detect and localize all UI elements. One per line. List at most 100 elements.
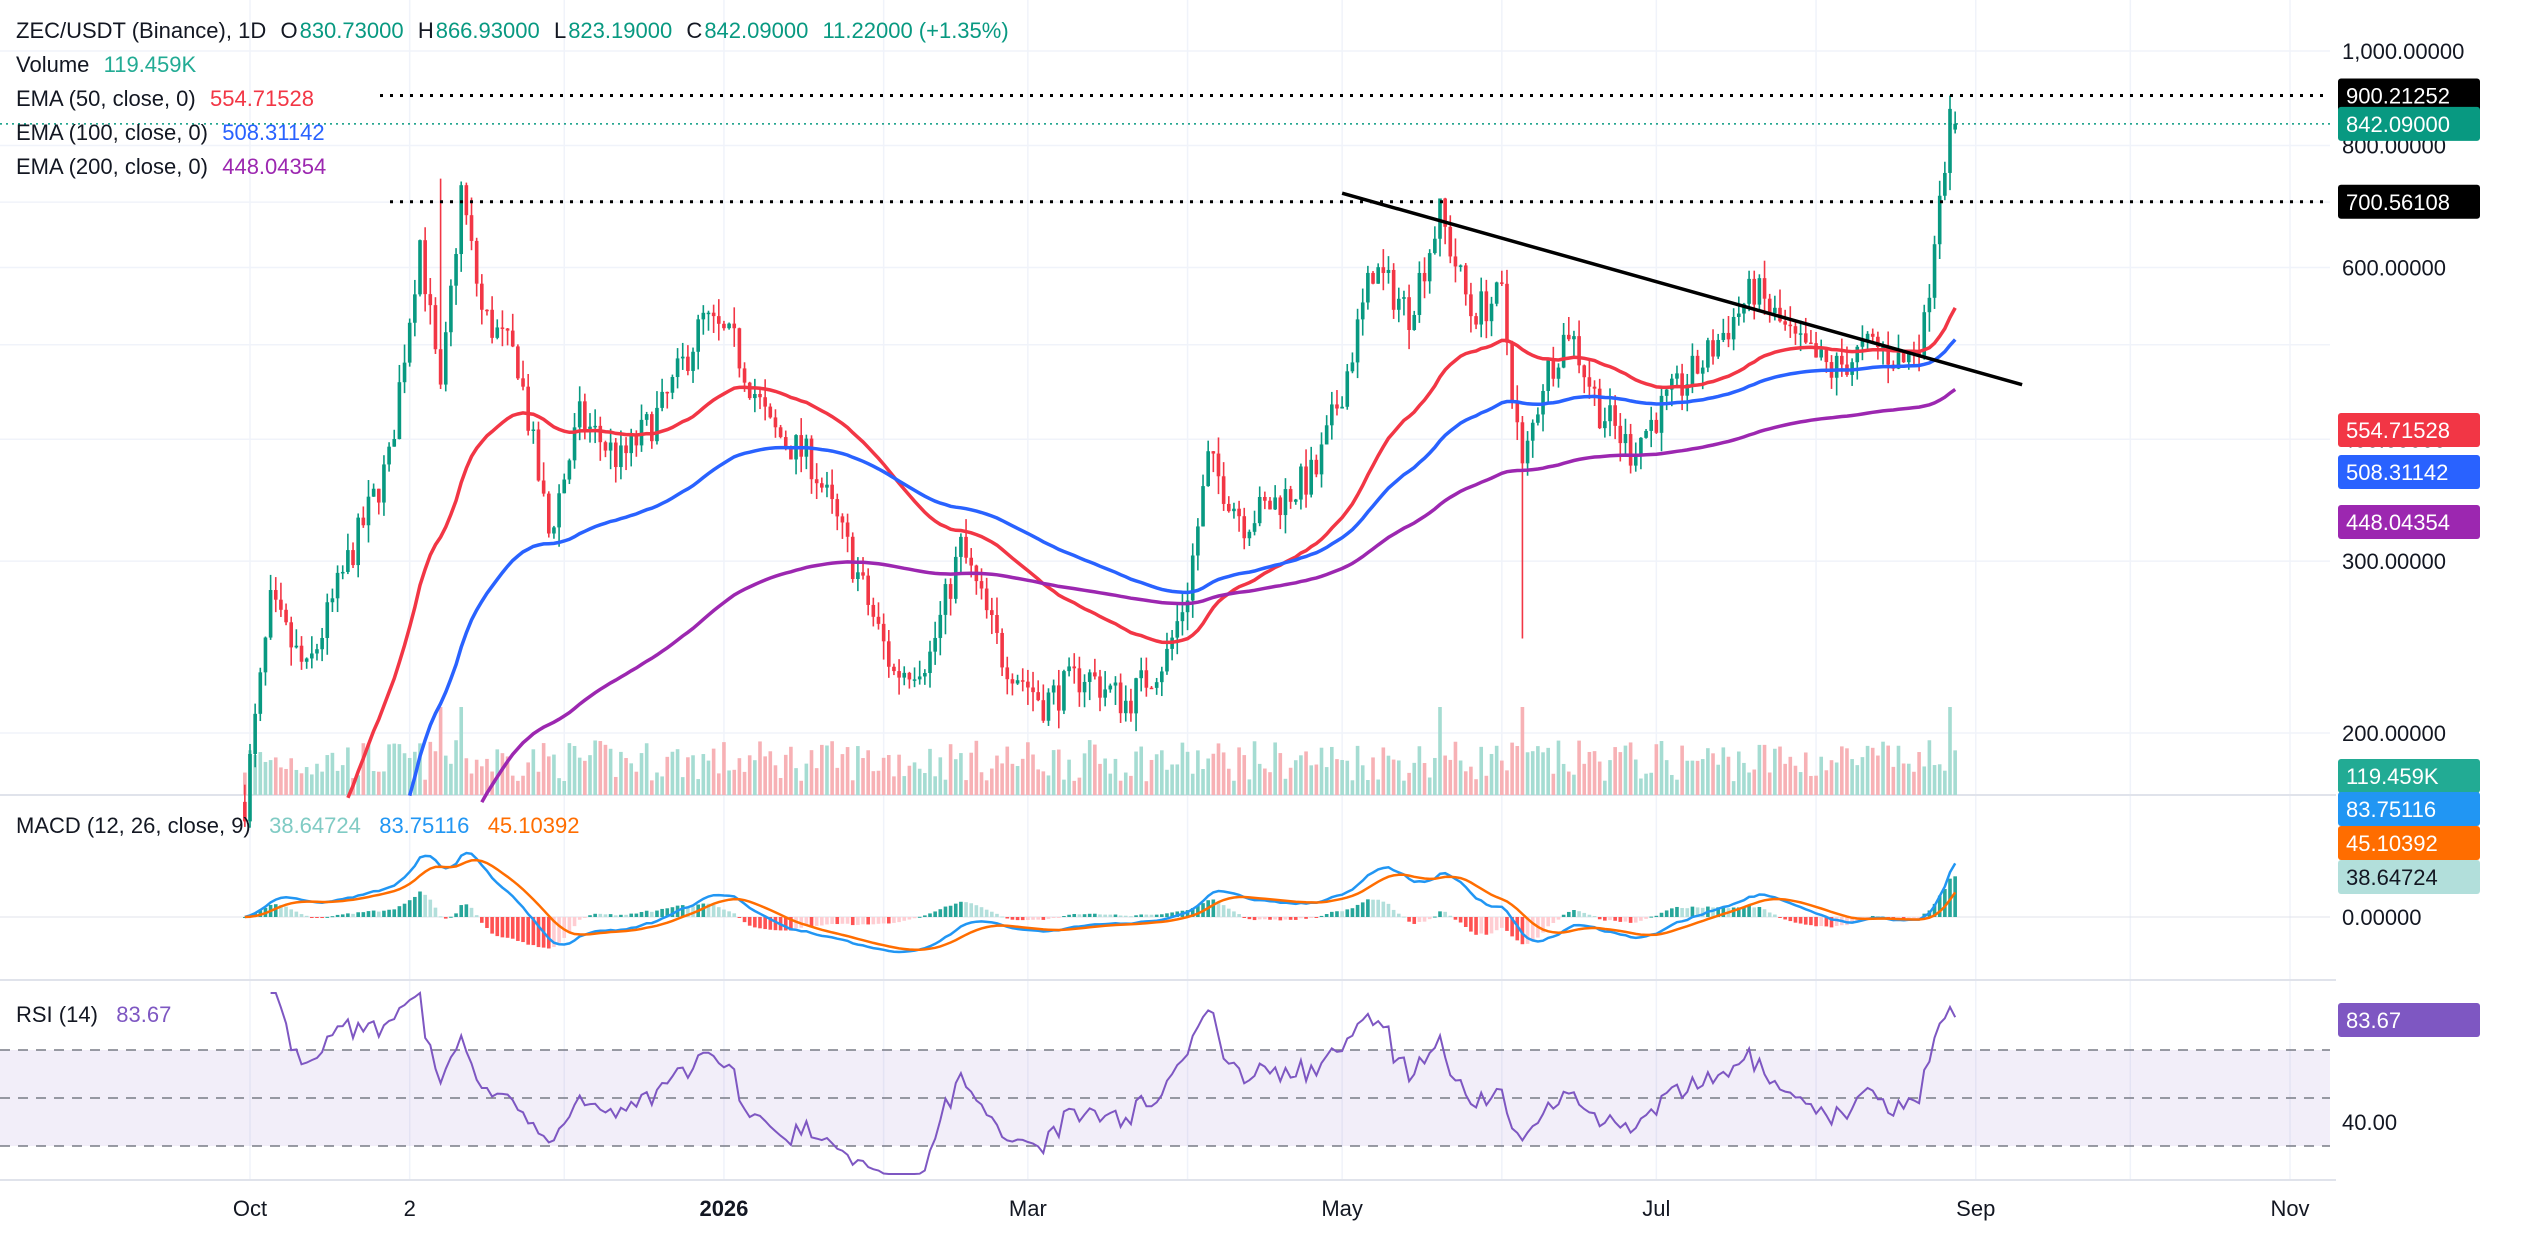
volume-bar bbox=[567, 743, 572, 795]
macd-histogram-bar bbox=[1242, 917, 1247, 918]
candle-body bbox=[1196, 526, 1200, 556]
volume-bar bbox=[1767, 772, 1772, 795]
candle-body bbox=[1721, 332, 1726, 340]
macd-legend[interactable]: MACD (12, 26, close, 9) 38.64724 83.7511… bbox=[16, 813, 579, 839]
open-label: O bbox=[280, 18, 298, 43]
volume-bar bbox=[675, 749, 680, 795]
macd-histogram-bar bbox=[629, 913, 634, 917]
macd-histogram-bar bbox=[1675, 906, 1679, 917]
volume-bar bbox=[1912, 771, 1916, 795]
high-value: 866.93000 bbox=[435, 18, 540, 43]
macd-histogram-bar bbox=[382, 910, 386, 917]
candle-body bbox=[320, 637, 324, 650]
candle-body bbox=[495, 327, 500, 338]
candle-body bbox=[541, 480, 546, 494]
volume-bar bbox=[753, 760, 757, 795]
volume-bar bbox=[1113, 758, 1118, 795]
volume-bar bbox=[1855, 765, 1860, 795]
macd-histogram-bar bbox=[845, 917, 850, 924]
macd-histogram-bar bbox=[1752, 907, 1757, 917]
macd-label: MACD (12, 26, close, 9) bbox=[16, 813, 251, 838]
rsi-legend[interactable]: RSI (14) 83.67 bbox=[16, 1002, 171, 1028]
candle-body bbox=[1587, 377, 1592, 387]
volume-bar bbox=[670, 751, 675, 795]
macd-histogram-bar bbox=[1165, 913, 1169, 917]
macd-histogram-bar bbox=[912, 917, 917, 919]
macd-histogram-bar bbox=[1685, 908, 1690, 917]
volume-bar bbox=[387, 744, 391, 795]
volume-bar bbox=[665, 756, 670, 795]
ema100-legend[interactable]: EMA (100, close, 0) 508.31142 bbox=[16, 116, 327, 150]
macd-histogram-bar bbox=[351, 913, 355, 917]
volume-bar bbox=[1556, 740, 1561, 795]
volume-bar bbox=[1015, 766, 1020, 795]
volume-bar bbox=[1639, 778, 1643, 795]
macd-histogram-bar bbox=[706, 903, 711, 917]
ema50-label: EMA (50, close, 0) bbox=[16, 86, 196, 111]
candle-body bbox=[351, 550, 355, 566]
macd-histogram-bar bbox=[1422, 917, 1427, 922]
volume-bar bbox=[1953, 750, 1957, 795]
macd-histogram-bar bbox=[763, 917, 767, 930]
candle-body bbox=[1376, 267, 1380, 284]
ema50-legend[interactable]: EMA (50, close, 0) 554.71528 bbox=[16, 82, 316, 116]
candle-body bbox=[433, 305, 438, 350]
candle-body bbox=[613, 442, 618, 468]
macd-histogram-bar bbox=[892, 917, 896, 923]
macd-histogram-bar bbox=[454, 913, 458, 917]
candle-body bbox=[557, 493, 561, 528]
macd-histogram-bar bbox=[1783, 917, 1787, 920]
macd-signal-line bbox=[244, 858, 1957, 951]
volume-bar bbox=[1716, 764, 1720, 795]
volume-bar bbox=[402, 753, 407, 795]
macd-histogram-bar bbox=[289, 909, 294, 917]
volume-bar bbox=[1438, 707, 1442, 795]
volume-bar bbox=[1479, 746, 1484, 795]
candle-body bbox=[1056, 685, 1061, 711]
level-700-badge: 700.56108 bbox=[2338, 184, 2480, 219]
candle-body bbox=[1814, 343, 1818, 358]
volume-bar bbox=[289, 758, 294, 795]
candle-body bbox=[1366, 272, 1370, 303]
candle-body bbox=[1469, 294, 1473, 317]
volume-bar bbox=[371, 771, 376, 795]
candle-body bbox=[1561, 334, 1566, 368]
macd-histogram-bar bbox=[1319, 915, 1324, 917]
volume-bar bbox=[438, 707, 443, 795]
volume-bar bbox=[1659, 741, 1664, 795]
volume-bar bbox=[294, 769, 299, 795]
volume-bar bbox=[1927, 740, 1932, 795]
candle-body bbox=[809, 438, 814, 480]
ema200-legend[interactable]: EMA (200, close, 0) 448.04354 bbox=[16, 150, 328, 184]
macd-histogram-bar bbox=[1469, 917, 1473, 932]
macd-histogram-bar bbox=[1185, 910, 1190, 917]
volume-legend[interactable]: Volume 119.459K bbox=[16, 48, 198, 82]
volume-bar bbox=[546, 756, 551, 795]
candle-body bbox=[567, 460, 572, 480]
macd-histogram-bar bbox=[1566, 911, 1571, 917]
macd-histogram-bar bbox=[1144, 914, 1149, 917]
volume-bar bbox=[917, 768, 922, 795]
candle-body bbox=[1767, 298, 1772, 314]
candle-body bbox=[1407, 297, 1411, 330]
high-label: H bbox=[417, 18, 434, 43]
volume-bar bbox=[804, 763, 809, 795]
volume-bar bbox=[1906, 763, 1911, 795]
volume-bar bbox=[608, 748, 613, 795]
volume-bar bbox=[1134, 751, 1138, 795]
symbol-title[interactable]: ZEC/USDT (Binance), 1D bbox=[16, 18, 267, 43]
volume-bar bbox=[1773, 748, 1777, 795]
candle-body bbox=[892, 666, 896, 672]
volume-bar bbox=[485, 758, 489, 795]
volume-bar bbox=[768, 751, 773, 795]
macd-histogram-bar bbox=[1407, 917, 1411, 922]
volume-bar bbox=[959, 753, 963, 795]
candle-body bbox=[1742, 303, 1746, 314]
macd-histogram-bar bbox=[1623, 917, 1628, 922]
candle-body bbox=[1639, 437, 1643, 457]
candle-body bbox=[773, 417, 778, 428]
candle-body bbox=[1185, 600, 1190, 613]
candle-body bbox=[1927, 297, 1932, 313]
time-axis: Oct 2 2026 Mar May Jul Sep Nov bbox=[233, 1196, 2310, 1221]
volume-bar bbox=[969, 752, 974, 795]
